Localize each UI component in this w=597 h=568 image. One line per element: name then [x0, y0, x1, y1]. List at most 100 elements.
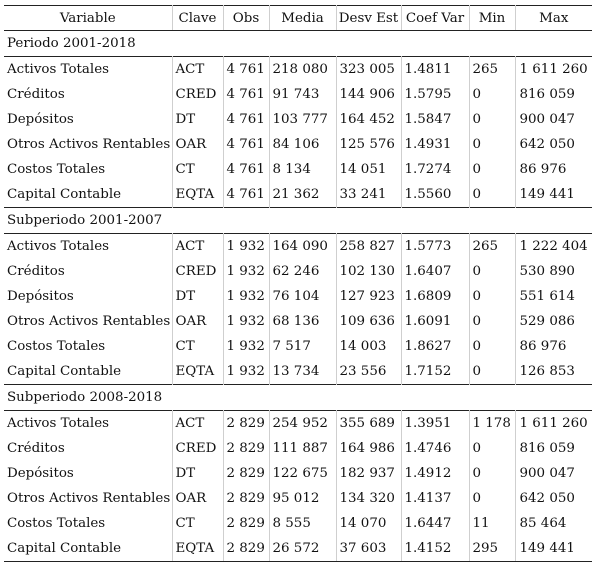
- section-title: Subperiodo 2008-2018: [4, 384, 592, 411]
- cell-max: 642 050: [519, 137, 575, 152]
- cell-variable: Costos Totales: [4, 334, 173, 359]
- table-row: Créditos CRED 2 829 111 887 164 986 1.4746 0 81…: [4, 436, 592, 461]
- cell-obs: 2 829: [223, 536, 270, 562]
- cell-obs: 2 829: [223, 486, 270, 511]
- cell-max: 86 976: [519, 339, 567, 354]
- cell-min: 0: [469, 107, 516, 132]
- cell-clave: EQTA: [172, 536, 224, 562]
- cell-variable: Capital Contable: [4, 536, 173, 562]
- table-row: Activos Totales ACT 1 932 164 090 258 827 1.5…: [4, 233, 592, 259]
- cell-desv-est: 323 005: [336, 56, 402, 82]
- table-row: Créditos CRED 1 932 62 246 102 130 1.6407 0 530…: [4, 259, 592, 284]
- cell-max: 551 614: [519, 289, 575, 304]
- cell-clave: CRED: [172, 436, 224, 461]
- cell-clave: OAR: [172, 132, 224, 157]
- table-row: Capital Contable EQTA 2 829 26 572 37 603 1.4…: [4, 536, 592, 562]
- cell-min: 0: [469, 309, 516, 334]
- cell-variable: Capital Contable: [4, 359, 173, 385]
- cell-media: 26 572: [269, 536, 337, 562]
- cell-clave: ACT: [172, 56, 224, 82]
- cell-media: 76 104: [269, 284, 337, 309]
- cell-min: 1 178: [469, 410, 516, 436]
- cell-coef-var: 1.4811: [401, 56, 470, 82]
- cell-variable: Costos Totales: [4, 511, 173, 536]
- cell-desv-est: 182 937: [336, 461, 402, 486]
- cell-desv-est: 14 003: [336, 334, 402, 359]
- cell-variable: Créditos: [4, 436, 173, 461]
- table-row: Capital Contable EQTA 4 761 21 362 33 241 1.5…: [4, 182, 592, 208]
- header-media: Media: [269, 5, 337, 31]
- cell-coef-var: 1.3951: [401, 410, 470, 436]
- cell-obs: 2 829: [223, 511, 270, 536]
- cell-coef-var: 1.4912: [401, 461, 470, 486]
- cell-coef-var: 1.6091: [401, 309, 470, 334]
- cell-desv-est: 125 576: [336, 132, 402, 157]
- section-row: Subperiodo 2008-2018: [4, 384, 592, 411]
- cell-max: 149 441: [519, 187, 575, 202]
- cell-desv-est: 109 636: [336, 309, 402, 334]
- cell-media: 62 246: [269, 259, 337, 284]
- cell-min: 0: [469, 259, 516, 284]
- cell-variable: Costos Totales: [4, 157, 173, 182]
- cell-desv-est: 164 986: [336, 436, 402, 461]
- cell-coef-var: 1.5847: [401, 107, 470, 132]
- header-variable: Variable: [4, 5, 173, 31]
- cell-media: 111 887: [269, 436, 337, 461]
- cell-variable: Capital Contable: [4, 182, 173, 208]
- cell-max: 1 222 404: [515, 233, 592, 259]
- cell-coef-var: 1.6407: [401, 259, 470, 284]
- cell-variable: Depósitos: [4, 107, 173, 132]
- section-title: Subperiodo 2001-2007: [4, 207, 592, 234]
- cell-coef-var: 1.4931: [401, 132, 470, 157]
- table-row: Depósitos DT 1 932 76 104 127 923 1.6809 0 551 …: [4, 284, 592, 309]
- section-row: Subperiodo 2001-2007: [4, 207, 592, 234]
- cell-max: 149 441: [515, 536, 592, 562]
- cell-max: 86 976: [519, 162, 567, 177]
- cell-desv-est: 14 051: [336, 157, 402, 182]
- cell-variable: Créditos: [4, 259, 173, 284]
- cell-coef-var: 1.7274: [401, 157, 470, 182]
- cell-obs: 1 932: [223, 284, 270, 309]
- cell-coef-var: 1.6447: [401, 511, 470, 536]
- cell-coef-var: 1.6809: [401, 284, 470, 309]
- cell-variable: Activos Totales: [4, 410, 173, 436]
- cell-obs: 2 829: [223, 436, 270, 461]
- cell-min: 0: [469, 359, 516, 385]
- cell-obs: 4 761: [223, 132, 270, 157]
- cell-max: 642 050: [519, 491, 575, 506]
- cell-desv-est: 355 689: [336, 410, 402, 436]
- table-row: Capital Contable EQTA 1 932 13 734 23 556 1.7…: [4, 359, 592, 385]
- cell-clave: CT: [172, 511, 224, 536]
- cell-clave: EQTA: [172, 359, 224, 385]
- cell-obs: 2 829: [223, 410, 270, 436]
- table-row: Costos Totales CT 1 932 7 517 14 003 1.8627 0 8…: [4, 334, 592, 359]
- cell-max: 529 086: [519, 314, 575, 329]
- cell-clave: OAR: [172, 309, 224, 334]
- cell-media: 91 743: [269, 82, 337, 107]
- cell-coef-var: 1.7152: [401, 359, 470, 385]
- cell-min: 0: [469, 157, 516, 182]
- cell-media: 254 952: [269, 410, 337, 436]
- cell-clave: EQTA: [172, 182, 224, 208]
- header-coef-var: Coef Var: [401, 5, 470, 31]
- cell-clave: DT: [172, 284, 224, 309]
- cell-variable: Otros Activos Rentables: [4, 309, 173, 334]
- table-row: Costos Totales CT 2 829 8 555 14 070 1.6447 11…: [4, 511, 592, 536]
- cell-min: 0: [469, 486, 516, 511]
- cell-min: 0: [469, 436, 516, 461]
- cell-obs: 1 932: [223, 359, 270, 385]
- cell-media: 21 362: [269, 182, 337, 208]
- cell-media: 68 136: [269, 309, 337, 334]
- cell-variable: Depósitos: [4, 284, 173, 309]
- cell-media: 103 777: [269, 107, 337, 132]
- cell-max: 1 611 260: [515, 56, 592, 82]
- cell-media: 13 734: [269, 359, 337, 385]
- section-row: Periodo 2001-2018: [4, 31, 592, 57]
- cell-obs: 1 932: [223, 259, 270, 284]
- header-clave: Clave: [172, 5, 224, 31]
- cell-obs: 2 829: [223, 461, 270, 486]
- cell-desv-est: 144 906: [336, 82, 402, 107]
- cell-coef-var: 1.5560: [401, 182, 470, 208]
- cell-media: 122 675: [269, 461, 337, 486]
- cell-min: 295: [469, 536, 516, 562]
